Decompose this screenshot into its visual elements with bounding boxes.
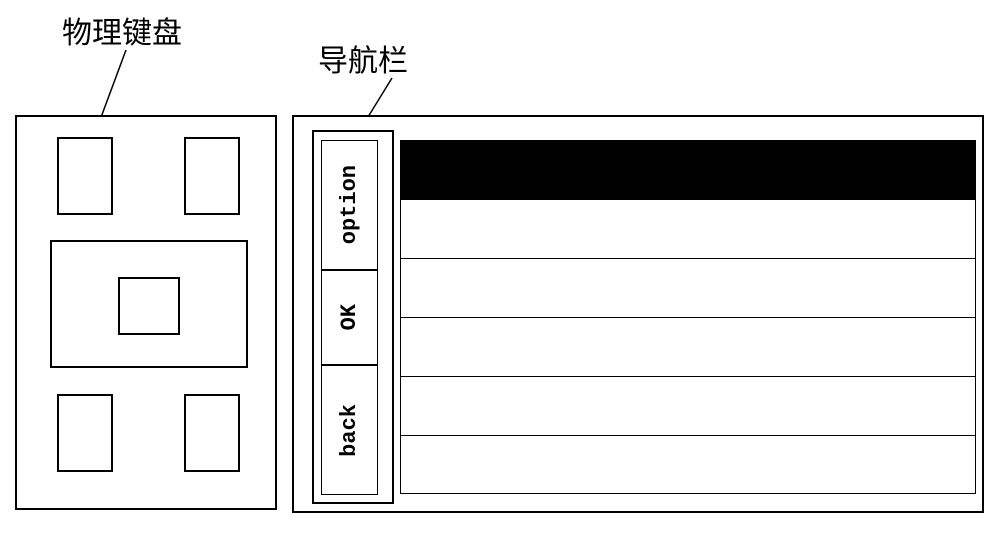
nav-option-label: option xyxy=(337,165,362,244)
screen-panel: option OK back xyxy=(292,115,984,513)
navbar-annotation: 导航栏 xyxy=(318,36,408,80)
navbar-annotation-text: 导航栏 xyxy=(318,45,408,78)
nav-option[interactable]: option xyxy=(321,140,378,270)
keypad-annotation-text: 物理键盘 xyxy=(62,17,182,50)
list-row[interactable] xyxy=(401,377,975,436)
list-row[interactable] xyxy=(401,318,975,377)
list-row[interactable] xyxy=(401,259,975,318)
list-row[interactable] xyxy=(401,141,975,200)
list-area xyxy=(400,140,976,494)
key-bottom-right[interactable] xyxy=(184,394,240,472)
key-top-right[interactable] xyxy=(184,137,240,215)
key-dpad-center[interactable] xyxy=(118,277,180,335)
diagram-canvas: 物理键盘 导航栏 option OK back xyxy=(0,0,1000,549)
nav-back[interactable]: back xyxy=(321,365,378,495)
nav-ok[interactable]: OK xyxy=(321,270,378,365)
nav-back-label: back xyxy=(337,404,362,457)
key-top-left[interactable] xyxy=(57,137,113,215)
nav-ok-label: OK xyxy=(337,304,362,330)
list-row[interactable] xyxy=(401,200,975,259)
list-row[interactable] xyxy=(401,436,975,495)
keypad-annotation: 物理键盘 xyxy=(62,8,182,52)
key-bottom-left[interactable] xyxy=(57,394,113,472)
physical-keypad xyxy=(15,115,277,510)
